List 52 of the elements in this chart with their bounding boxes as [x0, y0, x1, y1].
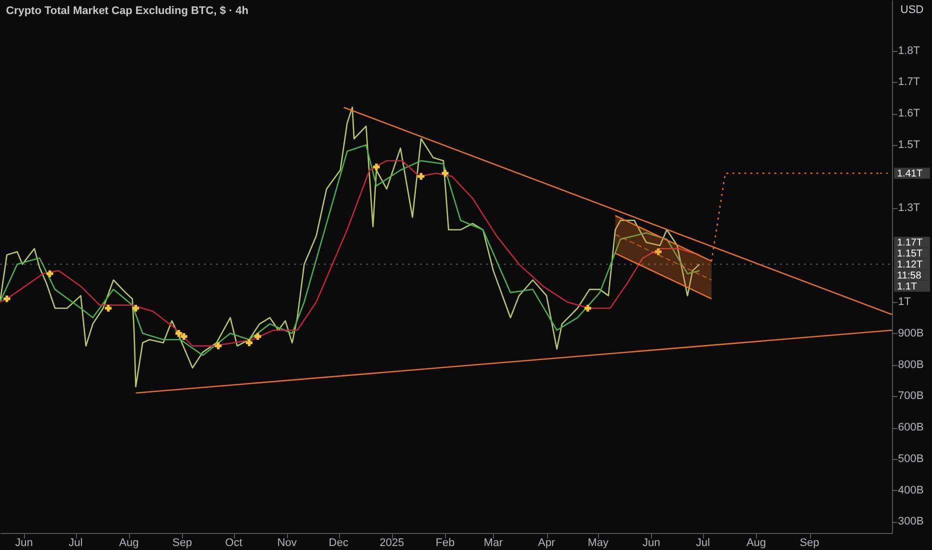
point — [418, 173, 424, 180]
point — [46, 270, 54, 278]
point — [654, 248, 662, 256]
ref-line-label: 1.12T — [897, 259, 923, 270]
x-tick-label: Sep — [172, 537, 192, 549]
text: 1.17T — [897, 237, 923, 248]
x-tick-label: Feb — [436, 537, 455, 549]
x-tick-label: Aug — [746, 537, 766, 549]
text: USD — [900, 4, 924, 16]
x-tick-label: Jul — [696, 537, 710, 549]
y-tick-label: 1.6T — [898, 108, 920, 120]
point — [4, 295, 10, 302]
text: 1.1T — [897, 281, 918, 292]
y-tick-label: 1T — [898, 296, 912, 308]
x-tick-label: Jun — [642, 537, 660, 549]
x-tick-label: Sep — [800, 537, 820, 549]
y-tick-label: 1.5T — [898, 139, 920, 152]
y-tick-label: 1.8T — [898, 44, 920, 57]
x-tick-label: Jun — [15, 537, 33, 549]
x-tick-label: May — [588, 537, 609, 549]
chart-title: Crypto Total Market Cap Excluding BTC, $ · 4h — [6, 5, 249, 17]
y-tick-label: 600B — [898, 422, 924, 434]
point — [175, 330, 182, 337]
point — [373, 164, 380, 170]
y-tick-label: 500B — [898, 452, 924, 465]
x-tick-label: Dec — [328, 537, 349, 549]
point — [442, 170, 448, 177]
y-tick-label: 300B — [898, 516, 924, 528]
point — [254, 333, 262, 340]
point — [584, 304, 592, 312]
annotation: 1.41T — [897, 168, 923, 180]
y-tick-label: 1.3T — [898, 202, 920, 214]
point — [132, 304, 140, 312]
text: 11:58 — [897, 270, 922, 282]
point — [104, 304, 112, 312]
x-tick-label: Oct — [225, 537, 242, 549]
line-series — [0, 106, 700, 388]
x-tick-label: Aug — [119, 537, 139, 549]
x-tick-label: Nov — [277, 537, 298, 549]
x-tick-label: Apr — [538, 537, 556, 549]
text: 1.15T — [897, 248, 923, 260]
y-tick-label: 400B — [898, 484, 924, 496]
x-tick-label: 2025 — [380, 537, 404, 549]
y-tick-label: 900B — [898, 327, 924, 340]
point — [214, 342, 222, 350]
y-tick-label: 700B — [898, 390, 924, 402]
point — [180, 333, 188, 340]
x-tick-label: Mar — [484, 537, 504, 549]
y-tick-label: 1.7T — [898, 76, 920, 88]
x-tick-label: Jul — [68, 537, 83, 549]
y-tick-label: 800B — [898, 358, 924, 371]
point — [246, 339, 253, 346]
